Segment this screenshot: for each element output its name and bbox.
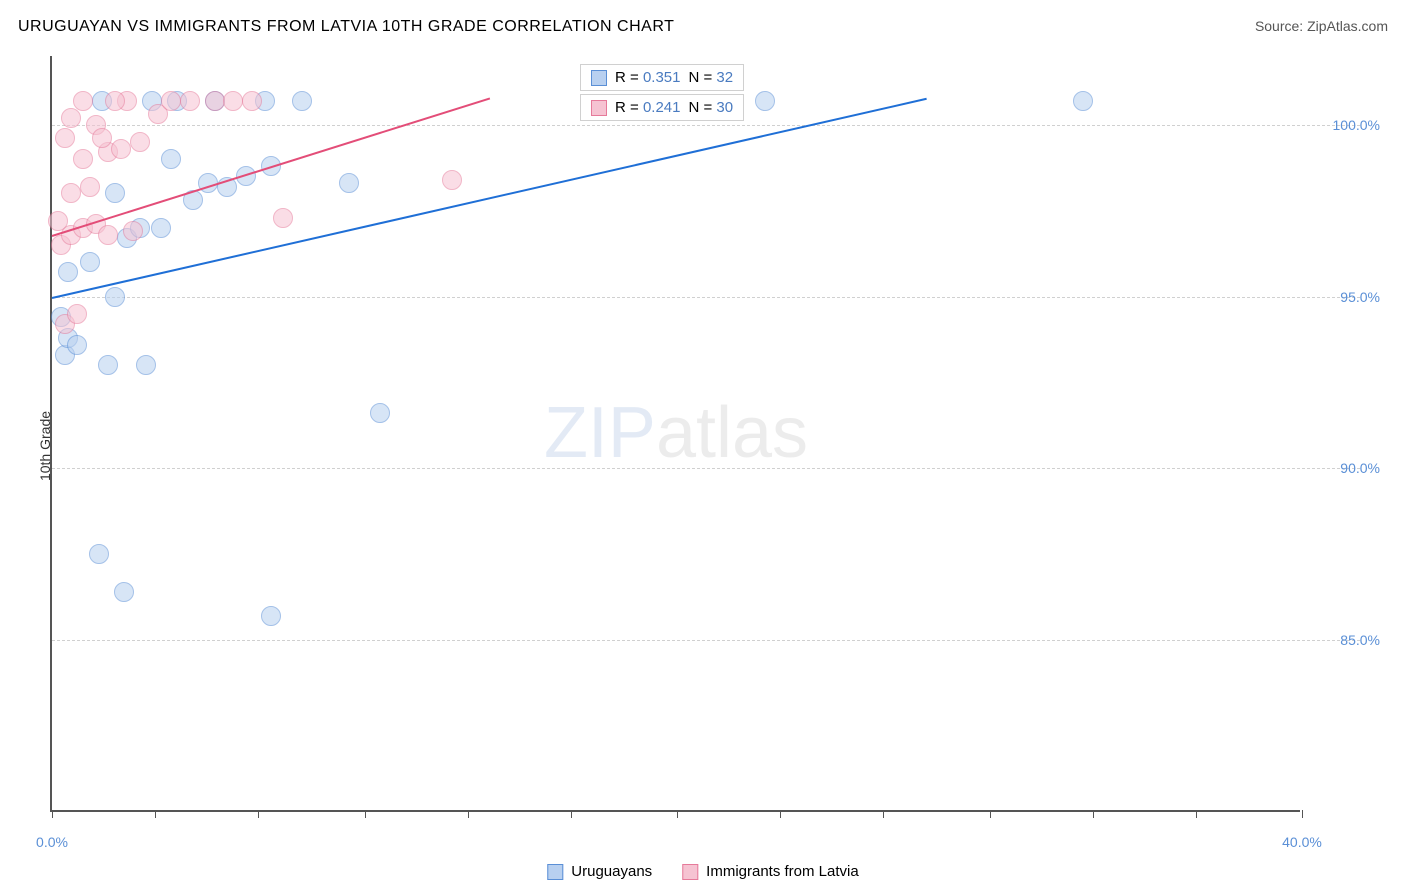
stats-box: R = 0.351 N = 32 [580,64,744,91]
x-tick-label: 0.0% [36,834,68,850]
data-point [80,252,100,272]
data-point [89,544,109,564]
legend-label: Immigrants from Latvia [706,863,859,880]
legend-label: Uruguayans [571,863,652,880]
plot-area: ZIPatlas 85.0%90.0%95.0%100.0%0.0%40.0%R… [50,56,1300,812]
data-point [67,304,87,324]
data-point [755,91,775,111]
x-tick [258,810,259,818]
data-point [151,218,171,238]
watermark: ZIPatlas [544,392,808,474]
data-point [273,208,293,228]
stats-box: R = 0.241 N = 30 [580,94,744,121]
stats-n-label: N = 30 [688,99,733,116]
stats-swatch-icon [591,100,607,116]
data-point [130,132,150,152]
data-point [55,128,75,148]
legend-item-uruguayans: Uruguayans [547,863,652,880]
x-tick [780,810,781,818]
gridline-y [52,297,1360,298]
data-point [80,177,100,197]
gridline-y [52,125,1360,126]
data-point [136,355,156,375]
stats-swatch-icon [591,70,607,86]
x-tick [52,810,53,818]
watermark-atlas: atlas [656,393,808,473]
data-point [292,91,312,111]
data-point [180,91,200,111]
x-tick [365,810,366,818]
data-point [73,149,93,169]
x-tick [155,810,156,818]
x-tick [677,810,678,818]
legend-item-latvia: Immigrants from Latvia [682,863,859,880]
data-point [61,183,81,203]
data-point [261,606,281,626]
x-tick [1093,810,1094,818]
stats-n-label: N = 32 [688,69,733,86]
data-point [111,139,131,159]
data-point [442,170,462,190]
x-tick [1302,810,1303,818]
legend-swatch-icon [682,864,698,880]
data-point [205,91,225,111]
source-label: Source: ZipAtlas.com [1255,18,1388,34]
data-point [105,183,125,203]
data-point [123,221,143,241]
data-point [48,211,68,231]
y-tick-label: 100.0% [1333,117,1380,133]
x-tick [468,810,469,818]
watermark-zip: ZIP [544,393,656,473]
stats-r-label: R = 0.351 [615,69,680,86]
x-tick [1196,810,1197,818]
data-point [223,91,243,111]
data-point [98,225,118,245]
data-point [105,91,125,111]
title-bar: URUGUAYAN VS IMMIGRANTS FROM LATVIA 10TH… [18,18,1388,36]
x-tick [883,810,884,818]
bottom-legend: Uruguayans Immigrants from Latvia [547,863,858,880]
y-tick-label: 85.0% [1340,632,1380,648]
data-point [114,582,134,602]
data-point [73,91,93,111]
data-point [370,403,390,423]
stats-r-label: R = 0.241 [615,99,680,116]
gridline-y [52,468,1360,469]
y-tick-label: 90.0% [1340,460,1380,476]
data-point [67,335,87,355]
data-point [161,91,181,111]
data-point [98,355,118,375]
data-point [105,287,125,307]
data-point [1073,91,1093,111]
data-point [61,108,81,128]
data-point [92,128,112,148]
data-point [339,173,359,193]
x-tick-label: 40.0% [1282,834,1322,850]
gridline-y [52,640,1360,641]
x-tick [990,810,991,818]
data-point [58,262,78,282]
legend-swatch-icon [547,864,563,880]
y-tick-label: 95.0% [1340,289,1380,305]
data-point [242,91,262,111]
data-point [161,149,181,169]
trendline [52,97,490,236]
chart-title: URUGUAYAN VS IMMIGRANTS FROM LATVIA 10TH… [18,18,674,36]
x-tick [571,810,572,818]
